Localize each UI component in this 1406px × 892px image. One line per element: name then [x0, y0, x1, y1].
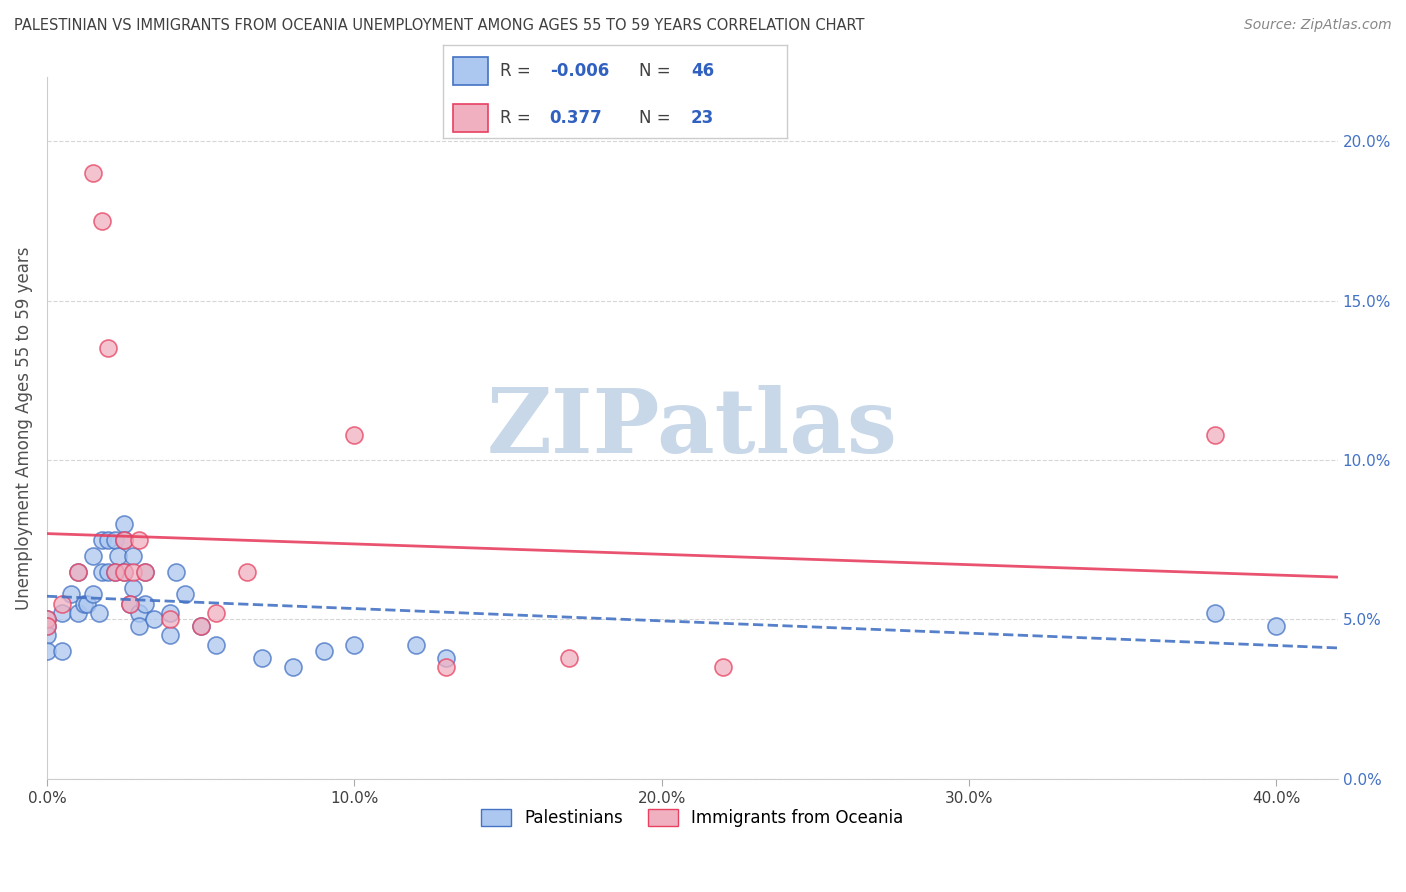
Point [112, 533, 135, 547]
Point [122, 581, 145, 595]
Point [558, 650, 581, 665]
Point [97, 342, 120, 356]
Point [235, 565, 257, 579]
Point [103, 565, 125, 579]
Point [250, 650, 273, 665]
Point [82, 587, 104, 601]
Point [436, 650, 458, 665]
Point [174, 587, 197, 601]
Point [91, 533, 114, 547]
Text: PALESTINIAN VS IMMIGRANTS FROM OCEANIA UNEMPLOYMENT AMONG AGES 55 TO 59 YEARS CO: PALESTINIAN VS IMMIGRANTS FROM OCEANIA U… [14, 18, 865, 33]
Point [281, 660, 304, 674]
Point [1204, 427, 1226, 442]
Text: R =: R = [499, 62, 536, 79]
Text: R =: R = [499, 109, 536, 127]
Y-axis label: Unemployment Among Ages 55 to 59 years: Unemployment Among Ages 55 to 59 years [15, 246, 32, 610]
Point [405, 638, 427, 652]
Point [35, 612, 58, 626]
Point [122, 549, 145, 563]
Bar [453, 103, 488, 132]
Point [122, 565, 145, 579]
Point [143, 612, 166, 626]
Text: 0.377: 0.377 [550, 109, 602, 127]
Point [128, 533, 150, 547]
Point [118, 597, 141, 611]
Point [134, 565, 156, 579]
Point [436, 660, 458, 674]
Point [35, 619, 58, 633]
Point [112, 533, 135, 547]
Point [128, 606, 150, 620]
Point [312, 644, 335, 658]
Text: 23: 23 [690, 109, 714, 127]
Text: ZIPatlas: ZIPatlas [486, 384, 898, 472]
Point [118, 597, 141, 611]
Point [51, 644, 73, 658]
Point [82, 166, 104, 180]
Text: N =: N = [640, 109, 676, 127]
Point [60, 587, 83, 601]
Point [35, 612, 58, 626]
Text: N =: N = [640, 62, 676, 79]
Point [190, 619, 212, 633]
Point [91, 565, 114, 579]
Point [66, 565, 89, 579]
Point [76, 597, 98, 611]
Point [112, 516, 135, 531]
Point [97, 565, 120, 579]
Point [165, 565, 187, 579]
Point [103, 533, 125, 547]
Point [1204, 606, 1226, 620]
Point [107, 549, 129, 563]
Point [82, 549, 104, 563]
Point [159, 606, 181, 620]
Point [51, 606, 73, 620]
Point [159, 612, 181, 626]
Point [205, 638, 228, 652]
Point [112, 565, 135, 579]
Point [66, 606, 89, 620]
Point [128, 619, 150, 633]
Point [66, 565, 89, 579]
Point [343, 638, 366, 652]
Point [159, 628, 181, 642]
Point [35, 644, 58, 658]
Text: Source: ZipAtlas.com: Source: ZipAtlas.com [1244, 18, 1392, 32]
Legend: Palestinians, Immigrants from Oceania: Palestinians, Immigrants from Oceania [474, 802, 910, 834]
Point [343, 427, 366, 442]
Point [89, 606, 111, 620]
Point [205, 606, 228, 620]
Point [134, 565, 156, 579]
Point [711, 660, 734, 674]
Point [91, 214, 114, 228]
Point [1265, 619, 1288, 633]
Point [35, 628, 58, 642]
Point [103, 565, 125, 579]
Text: 46: 46 [690, 62, 714, 79]
Point [190, 619, 212, 633]
Point [134, 597, 156, 611]
Bar [453, 57, 488, 85]
Point [73, 597, 96, 611]
Point [35, 619, 58, 633]
Point [97, 533, 120, 547]
Text: -0.006: -0.006 [550, 62, 609, 79]
Point [51, 597, 73, 611]
Point [112, 565, 135, 579]
